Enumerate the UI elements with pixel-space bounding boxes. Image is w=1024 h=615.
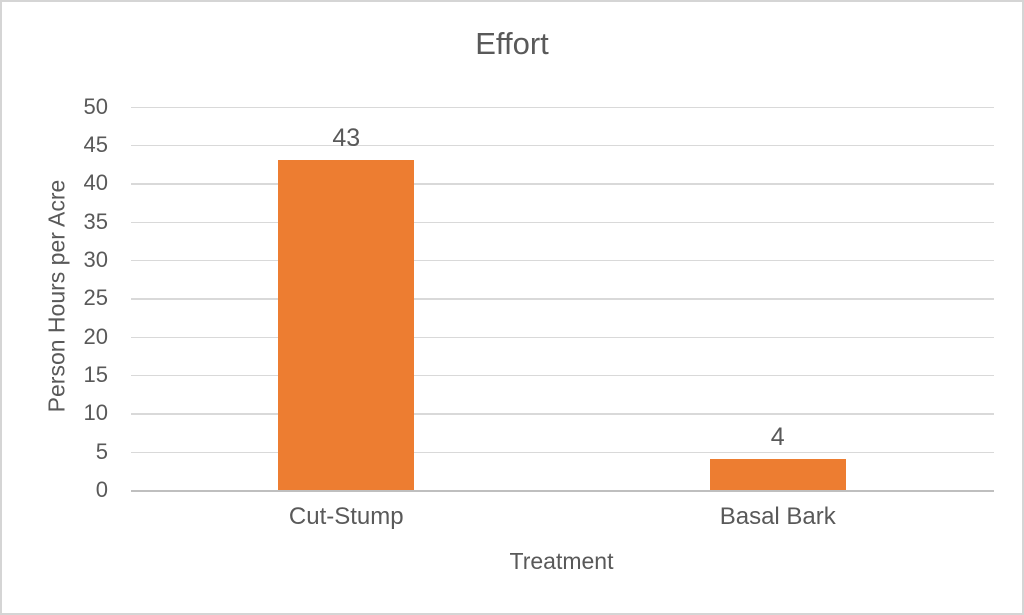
y-tick-label: 35 bbox=[83, 208, 108, 234]
gridline bbox=[130, 259, 994, 262]
chart-title: Effort bbox=[475, 26, 549, 61]
y-tick-label: 10 bbox=[83, 400, 108, 426]
gridline bbox=[130, 106, 994, 108]
y-tick-label: 30 bbox=[83, 246, 108, 272]
gridline bbox=[130, 221, 994, 224]
gridline bbox=[130, 298, 994, 300]
data-label-basal-bark: 4 bbox=[770, 423, 785, 452]
x-axis-line bbox=[130, 489, 994, 492]
gridline bbox=[130, 451, 994, 454]
x-tick-label-basal-bark: Basal Bark bbox=[719, 503, 836, 530]
y-tick-label: 20 bbox=[83, 323, 108, 349]
gridline bbox=[130, 336, 994, 339]
bar-cut-stump bbox=[278, 160, 415, 490]
gridline bbox=[130, 144, 994, 147]
y-tick-label: 25 bbox=[83, 285, 108, 311]
data-label-cut-stump: 43 bbox=[332, 124, 361, 153]
gridline bbox=[130, 183, 994, 185]
y-tick-label: 5 bbox=[95, 438, 108, 464]
x-axis-title: Treatment bbox=[509, 548, 614, 574]
y-tick-label: 0 bbox=[95, 477, 108, 502]
gridline bbox=[130, 413, 994, 415]
x-tick-label-cut-stump: Cut-Stump bbox=[288, 503, 404, 530]
y-tick-label: 40 bbox=[83, 170, 108, 196]
gridline bbox=[130, 374, 994, 377]
y-tick-label: 50 bbox=[83, 93, 108, 119]
y-tick-label: 15 bbox=[83, 361, 108, 387]
y-tick-label: 45 bbox=[83, 131, 108, 157]
bar-basal-bark bbox=[709, 459, 846, 490]
